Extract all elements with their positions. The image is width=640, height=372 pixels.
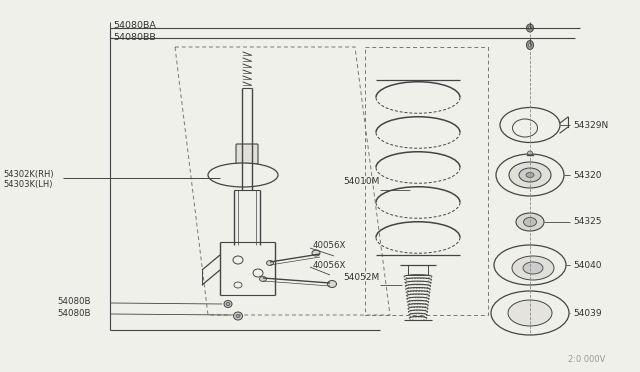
Ellipse shape	[527, 151, 532, 155]
Text: 54010M: 54010M	[344, 177, 380, 186]
Text: 54303K(LH): 54303K(LH)	[3, 180, 52, 189]
FancyBboxPatch shape	[408, 265, 428, 275]
Ellipse shape	[529, 43, 531, 47]
Text: 54325: 54325	[573, 218, 602, 227]
Ellipse shape	[519, 168, 541, 182]
Text: 40056X: 40056X	[313, 260, 346, 269]
Text: 40056X: 40056X	[313, 241, 346, 250]
Ellipse shape	[234, 312, 243, 320]
Ellipse shape	[509, 162, 551, 188]
Text: 2:0 000V: 2:0 000V	[568, 356, 605, 365]
Ellipse shape	[259, 276, 266, 282]
Text: 54039: 54039	[573, 308, 602, 317]
Ellipse shape	[512, 256, 554, 280]
Ellipse shape	[328, 280, 337, 288]
Ellipse shape	[527, 41, 534, 49]
FancyBboxPatch shape	[236, 144, 258, 164]
Ellipse shape	[527, 24, 534, 32]
Text: 54329N: 54329N	[573, 121, 608, 129]
Text: 54040: 54040	[573, 260, 602, 269]
Ellipse shape	[491, 291, 569, 335]
Ellipse shape	[529, 26, 531, 30]
Ellipse shape	[226, 302, 230, 305]
Ellipse shape	[208, 163, 278, 187]
Ellipse shape	[494, 245, 566, 285]
Ellipse shape	[266, 260, 273, 266]
Ellipse shape	[500, 108, 560, 142]
Text: 54080B: 54080B	[57, 298, 90, 307]
Text: 54320: 54320	[573, 170, 602, 180]
Text: 54080BB: 54080BB	[113, 33, 156, 42]
Ellipse shape	[236, 314, 240, 317]
Ellipse shape	[508, 300, 552, 326]
Text: 54302K(RH): 54302K(RH)	[3, 170, 54, 179]
Ellipse shape	[516, 213, 544, 231]
Text: 54080B: 54080B	[57, 308, 90, 317]
Text: 54080BA: 54080BA	[113, 22, 156, 31]
Text: 54052M: 54052M	[344, 273, 380, 282]
Ellipse shape	[224, 301, 232, 308]
Ellipse shape	[524, 218, 536, 227]
Ellipse shape	[526, 173, 534, 177]
Ellipse shape	[496, 154, 564, 196]
Ellipse shape	[312, 250, 320, 256]
Ellipse shape	[523, 262, 543, 274]
Ellipse shape	[513, 119, 538, 137]
